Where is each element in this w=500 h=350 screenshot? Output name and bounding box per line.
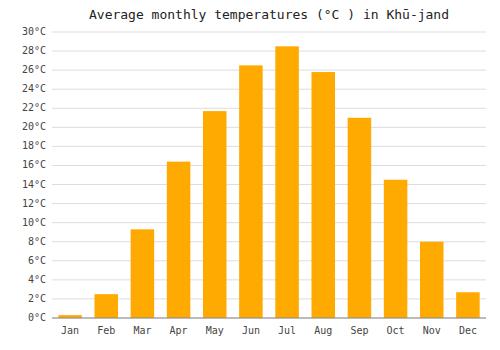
- bar: [94, 294, 118, 318]
- grid-line: [52, 70, 486, 71]
- y-tick-label: 4°C: [28, 274, 46, 285]
- grid-line: [52, 203, 486, 204]
- x-tick-label: Feb: [97, 325, 115, 336]
- y-tick-label: 28°C: [22, 45, 46, 56]
- bar: [420, 242, 444, 318]
- bar: [311, 72, 335, 318]
- y-tick-label: 18°C: [22, 140, 46, 151]
- x-tick-label: Aug: [314, 325, 332, 336]
- bar: [348, 118, 372, 318]
- y-tick-label: 26°C: [22, 64, 46, 75]
- x-tick-label: Jul: [278, 325, 296, 336]
- x-axis-line: [52, 318, 486, 319]
- x-tick-label: May: [206, 325, 224, 336]
- y-tick-label: 20°C: [22, 121, 46, 132]
- grid-line: [52, 184, 486, 185]
- y-tick-label: 6°C: [28, 255, 46, 266]
- grid-line: [52, 32, 486, 33]
- grid-line: [52, 89, 486, 90]
- grid-line: [52, 165, 486, 166]
- x-tick-label: Mar: [133, 325, 151, 336]
- grid-line: [52, 108, 486, 109]
- bar: [456, 292, 480, 318]
- grid-line: [52, 51, 486, 52]
- y-tick-label: 14°C: [22, 179, 46, 190]
- title: Average monthly temperatures (°C ) in Kh…: [89, 7, 449, 22]
- y-tick-label: 16°C: [22, 159, 46, 170]
- y-tick-label: 24°C: [22, 83, 46, 94]
- x-tick-label: Jun: [242, 325, 260, 336]
- bar: [275, 46, 299, 318]
- x-tick-labels: Jan Feb Mar Apr May Jun Jul Aug Sep Oct Nov Dec: [61, 325, 477, 336]
- bars: [58, 46, 479, 318]
- bar: [239, 65, 263, 318]
- x-tick-label: Oct: [387, 325, 405, 336]
- bar: [203, 111, 227, 318]
- x-tick-label: Nov: [423, 325, 441, 336]
- x-tick-label: Dec: [459, 325, 477, 336]
- y-tick-labels: 0°C 2°C 4°C 6°C 8°C 10°C 12°C 14°C 16°C 18°C 20°C 2…: [22, 26, 46, 323]
- chart: 0°C 2°C 4°C 6°C 8°C 10°C 12°C 14°C 16°C 18°C 20°C 2…: [0, 0, 500, 350]
- grid-line: [52, 127, 486, 128]
- bar: [131, 229, 155, 318]
- y-tick-label: 2°C: [28, 293, 46, 304]
- y-tick-label: 12°C: [22, 198, 46, 209]
- grid-line: [52, 222, 486, 223]
- y-tick-label: 22°C: [22, 102, 46, 113]
- y-tick-label: 8°C: [28, 236, 46, 247]
- x-tick-label: Jan: [61, 325, 79, 336]
- grid-line: [52, 318, 486, 319]
- y-tick-label: 30°C: [22, 26, 46, 37]
- bar: [384, 180, 408, 318]
- grid: [52, 32, 486, 318]
- y-tick-label: 10°C: [22, 217, 46, 228]
- bar: [167, 162, 191, 318]
- x-tick-label: Apr: [170, 325, 188, 336]
- grid-line: [52, 146, 486, 147]
- y-tick-label: 0°C: [28, 312, 46, 323]
- x-tick-label: Sep: [350, 325, 368, 336]
